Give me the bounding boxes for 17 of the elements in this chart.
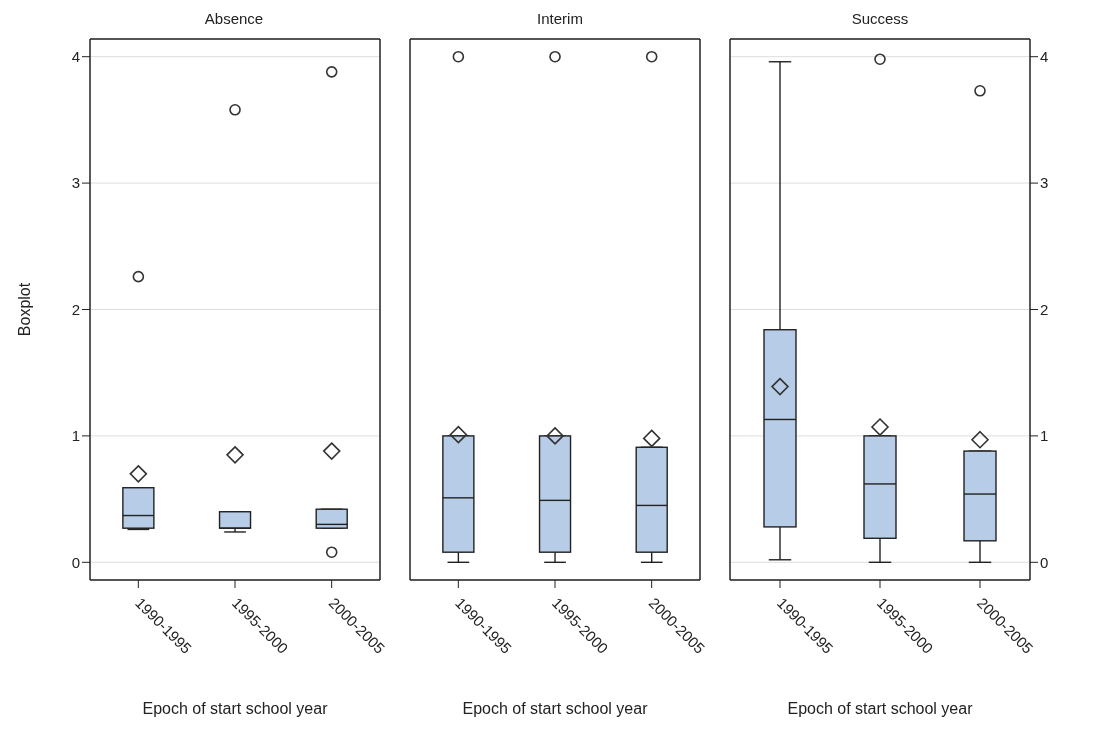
y-tick-label: 1 [71, 427, 80, 445]
y-tick-label: 3 [71, 174, 80, 192]
y-tick-label: 2 [1040, 300, 1049, 318]
y-axis-title: Boxplot [15, 282, 33, 337]
y-tick-label: 0 [71, 553, 80, 571]
chart-title: Absence [203, 9, 265, 29]
x-axis-title: Epoch of start school year [142, 700, 329, 717]
x-axis-title: Epoch of start school year [787, 700, 974, 717]
y-tick-label: 4 [1040, 48, 1049, 66]
y-tick-label: 4 [71, 48, 80, 66]
y-tick-label: 2 [71, 300, 80, 318]
y-tick-label: 3 [1040, 174, 1049, 192]
y-tick-label: 1 [1040, 427, 1049, 445]
chart-title: Success [850, 9, 910, 29]
y-tick-label: 0 [1040, 553, 1049, 571]
x-axis-title: Epoch of start school year [462, 700, 649, 717]
chart-title: Interim [536, 9, 584, 29]
